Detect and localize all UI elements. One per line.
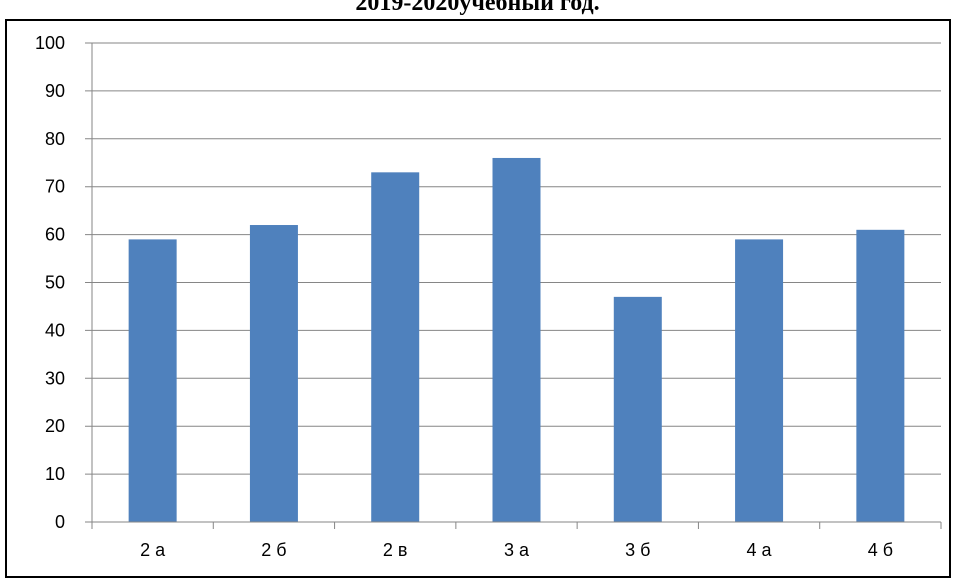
bar-7: [856, 229, 905, 522]
tick-labels: 0 10 20 30 40 50 60 70 80 90 100 2 а 2 б 2 в 3 а 3 б 4 а…: [35, 33, 893, 560]
bar-2: [249, 225, 298, 522]
y-tick-label: 20: [45, 416, 65, 436]
y-tick-label: 90: [45, 81, 65, 101]
bar-4: [492, 157, 541, 522]
x-tick-label: 2 в: [383, 540, 408, 560]
bar-6: [735, 239, 784, 522]
x-tick-label: 3 б: [625, 540, 650, 560]
y-tick-label: 100: [35, 33, 65, 53]
y-tick-label: 80: [45, 129, 65, 149]
y-tick-label: 40: [45, 320, 65, 340]
x-tick-label: 4 а: [747, 540, 773, 560]
y-tick-label: 50: [45, 273, 65, 293]
x-tick-label: 2 б: [261, 540, 286, 560]
y-tick-label: 0: [55, 512, 65, 532]
bar-3: [371, 172, 420, 522]
y-tick-label: 70: [45, 177, 65, 197]
y-tick-label: 30: [45, 368, 65, 388]
axes: [85, 43, 942, 529]
x-tick-label: 2 а: [140, 540, 166, 560]
x-tick-label: 3 а: [504, 540, 530, 560]
y-tick-label: 60: [45, 225, 65, 245]
bar-5: [613, 296, 662, 522]
y-tick-label: 10: [45, 464, 65, 484]
bar-1: [128, 239, 177, 522]
x-tick-label: 4 б: [868, 540, 893, 560]
bars: [128, 157, 905, 522]
